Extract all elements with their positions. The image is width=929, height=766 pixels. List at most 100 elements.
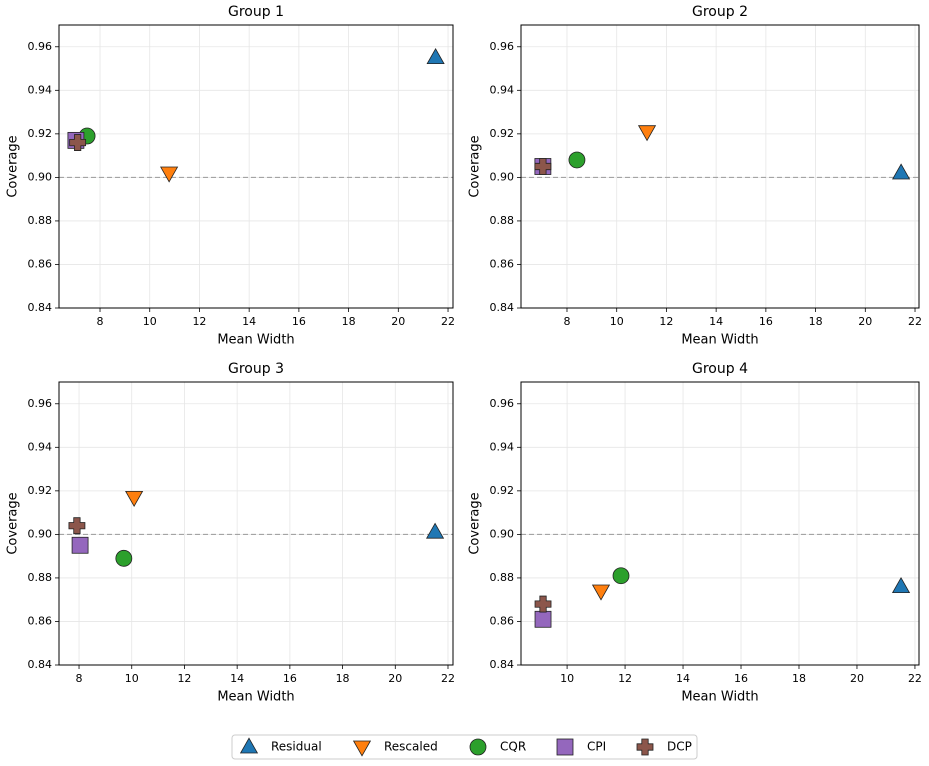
legend-marker <box>352 740 372 757</box>
x-axis-label: Mean Width <box>681 690 758 705</box>
legend-label: CQR <box>500 740 526 754</box>
plot-frame <box>520 24 920 309</box>
legend-marker <box>469 738 487 756</box>
marker <box>534 610 552 628</box>
x-tick-label: 14 <box>230 672 244 685</box>
x-tick-label: 18 <box>809 315 823 328</box>
x-tick-label: 20 <box>388 672 402 685</box>
y-tick-label: 0.96 <box>28 397 53 410</box>
x-tick-label: 16 <box>292 315 306 328</box>
marker <box>426 48 445 65</box>
y-tick-label: 0.96 <box>490 397 515 410</box>
x-tick-label: 8 <box>563 315 570 328</box>
y-tick-label: 0.86 <box>490 257 515 270</box>
marker <box>891 577 911 594</box>
y-tick-label: 0.84 <box>28 301 53 314</box>
y-tick-label: 0.92 <box>490 127 515 140</box>
legend-label: Residual <box>271 740 322 754</box>
y-tick-label: 0.92 <box>28 127 53 140</box>
x-axis-label: Mean Width <box>681 333 758 348</box>
plot-frame <box>58 381 454 666</box>
x-tick-label: 10 <box>125 672 139 685</box>
y-tick-label: 0.86 <box>490 614 515 627</box>
marker <box>568 151 586 169</box>
x-tick-label: 10 <box>143 315 157 328</box>
legend-marker <box>239 737 259 754</box>
legend-label: Rescaled <box>384 740 438 754</box>
marker <box>160 166 179 183</box>
x-tick-label: 10 <box>610 315 624 328</box>
x-tick-label: 20 <box>858 315 872 328</box>
y-tick-label: 0.94 <box>28 440 53 453</box>
x-tick-label: 18 <box>336 672 350 685</box>
plot-frame <box>58 24 454 309</box>
y-tick-label: 0.94 <box>490 440 515 453</box>
x-axis-label: Mean Width <box>217 333 294 348</box>
y-tick-label: 0.84 <box>490 658 515 671</box>
x-tick-label: 12 <box>618 672 632 685</box>
y-tick-label: 0.90 <box>490 527 515 540</box>
y-tick-label: 0.84 <box>28 658 53 671</box>
y-tick-label: 0.90 <box>28 527 53 540</box>
y-tick-label: 0.90 <box>490 170 515 183</box>
legend-marker <box>636 738 654 756</box>
y-tick-label: 0.88 <box>28 214 53 227</box>
marker <box>637 125 657 142</box>
marker <box>69 134 87 151</box>
legend-label: DCP <box>667 740 692 754</box>
x-tick-label: 16 <box>759 315 773 328</box>
y-tick-label: 0.86 <box>28 257 53 270</box>
x-axis-label: Mean Width <box>217 690 294 705</box>
chart-title: Group 1 <box>228 4 284 20</box>
x-tick-label: 12 <box>659 315 673 328</box>
legend: Residual Rescaled CQR CPI DCP <box>231 734 698 760</box>
x-tick-label: 20 <box>850 672 864 685</box>
marker <box>534 158 552 175</box>
marker <box>68 517 86 535</box>
x-tick-label: 22 <box>441 672 455 685</box>
y-axis-label: Coverage <box>468 492 483 554</box>
y-axis-label: Coverage <box>468 135 483 197</box>
marker <box>71 536 89 554</box>
y-tick-label: 0.88 <box>490 214 515 227</box>
plot-frame <box>520 381 920 666</box>
y-tick-label: 0.94 <box>490 83 515 96</box>
y-tick-label: 0.90 <box>28 170 53 183</box>
x-tick-label: 8 <box>97 315 104 328</box>
y-tick-label: 0.96 <box>490 40 515 53</box>
x-tick-label: 10 <box>560 672 574 685</box>
x-tick-label: 16 <box>734 672 748 685</box>
x-tick-label: 16 <box>283 672 297 685</box>
x-tick-label: 14 <box>676 672 690 685</box>
x-tick-label: 22 <box>908 315 922 328</box>
chart-title: Group 2 <box>692 4 748 20</box>
marker <box>591 584 611 601</box>
marker <box>534 595 552 613</box>
x-tick-label: 12 <box>177 672 191 685</box>
y-tick-label: 0.92 <box>28 484 53 497</box>
marker <box>125 490 144 507</box>
marker <box>425 522 445 539</box>
chart-title: Group 4 <box>692 361 748 377</box>
x-tick-label: 8 <box>76 672 83 685</box>
x-tick-label: 22 <box>908 672 922 685</box>
x-tick-label: 20 <box>391 315 405 328</box>
x-tick-label: 18 <box>792 672 806 685</box>
legend-frame <box>231 734 698 760</box>
chart-title: Group 3 <box>228 361 284 377</box>
y-tick-label: 0.94 <box>28 83 53 96</box>
y-tick-label: 0.88 <box>490 571 515 584</box>
y-axis-label: Coverage <box>6 135 21 197</box>
marker <box>115 549 133 567</box>
marker <box>892 163 911 180</box>
x-tick-label: 14 <box>242 315 256 328</box>
x-tick-label: 18 <box>342 315 356 328</box>
y-tick-label: 0.86 <box>28 614 53 627</box>
y-tick-label: 0.92 <box>490 484 515 497</box>
y-axis-label: Coverage <box>6 492 21 554</box>
y-tick-label: 0.84 <box>490 301 515 314</box>
legend-label: CPI <box>587 740 606 754</box>
x-tick-label: 22 <box>441 315 455 328</box>
y-tick-label: 0.96 <box>28 40 53 53</box>
